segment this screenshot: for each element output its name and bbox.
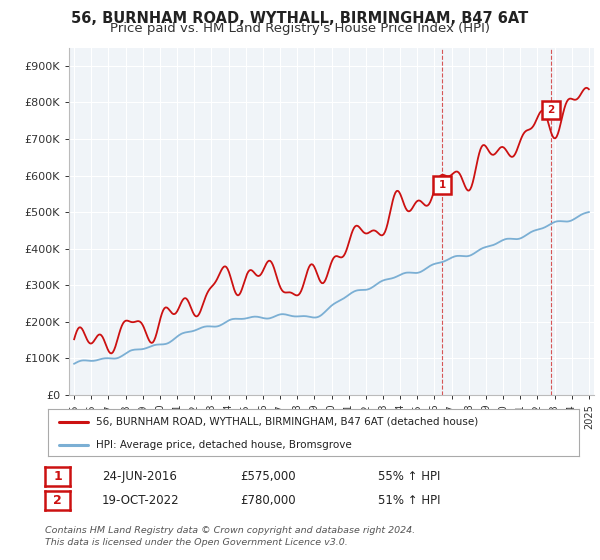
Text: 56, BURNHAM ROAD, WYTHALL, BIRMINGHAM, B47 6AT: 56, BURNHAM ROAD, WYTHALL, BIRMINGHAM, B… xyxy=(71,11,529,26)
Text: 51% ↑ HPI: 51% ↑ HPI xyxy=(378,494,440,507)
Text: 1: 1 xyxy=(439,180,446,190)
Text: 56, BURNHAM ROAD, WYTHALL, BIRMINGHAM, B47 6AT (detached house): 56, BURNHAM ROAD, WYTHALL, BIRMINGHAM, B… xyxy=(96,417,478,427)
Text: 1: 1 xyxy=(53,470,62,483)
Text: 2: 2 xyxy=(547,105,554,115)
Text: 55% ↑ HPI: 55% ↑ HPI xyxy=(378,470,440,483)
Text: HPI: Average price, detached house, Bromsgrove: HPI: Average price, detached house, Brom… xyxy=(96,440,352,450)
Text: 24-JUN-2016: 24-JUN-2016 xyxy=(102,470,177,483)
Text: £575,000: £575,000 xyxy=(240,470,296,483)
Text: 19-OCT-2022: 19-OCT-2022 xyxy=(102,494,179,507)
Text: £780,000: £780,000 xyxy=(240,494,296,507)
Text: Price paid vs. HM Land Registry's House Price Index (HPI): Price paid vs. HM Land Registry's House … xyxy=(110,22,490,35)
Text: Contains HM Land Registry data © Crown copyright and database right 2024.
This d: Contains HM Land Registry data © Crown c… xyxy=(45,526,415,547)
Text: 2: 2 xyxy=(53,494,62,507)
